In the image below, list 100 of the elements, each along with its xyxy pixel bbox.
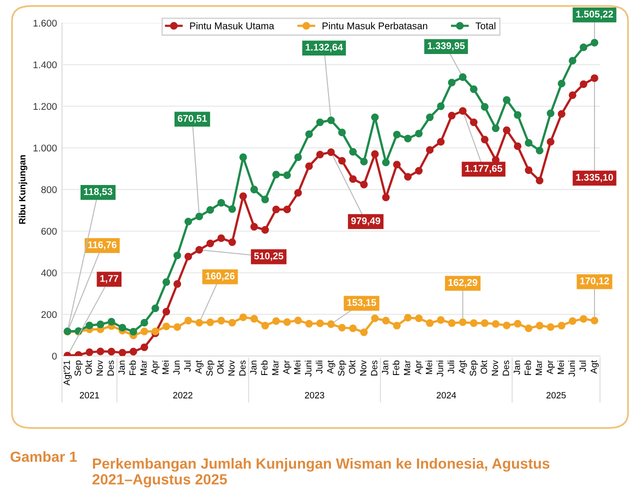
point [316, 320, 324, 328]
point [580, 315, 588, 323]
data-label: 170,12 [580, 277, 609, 286]
y-tick-label: 400 [41, 269, 57, 276]
point [568, 91, 576, 100]
point [458, 107, 467, 115]
point [568, 56, 576, 64]
point [415, 166, 423, 175]
legend-label: Pintu Masuk Utama [190, 22, 274, 30]
point [470, 319, 478, 327]
point [272, 317, 280, 325]
point [480, 319, 489, 327]
point [590, 316, 598, 324]
point [382, 194, 390, 202]
point [382, 316, 390, 324]
point [536, 322, 544, 330]
point [480, 136, 489, 144]
point [338, 156, 346, 165]
x-tick-label: Jul [184, 360, 191, 372]
point [558, 80, 566, 88]
point [327, 148, 335, 156]
x-tick-label: Agt [327, 360, 336, 374]
point [250, 186, 258, 194]
point [217, 234, 226, 242]
point [426, 113, 434, 122]
x-tick-label: Okt [348, 360, 356, 374]
x-tick-label: Mar [536, 360, 542, 375]
point [470, 85, 478, 94]
point [426, 319, 434, 327]
y-tick-label: 600 [41, 228, 57, 235]
x-tick-label: Nov [492, 360, 498, 376]
point [393, 160, 401, 168]
point [206, 206, 214, 214]
data-label: 153,15 [347, 299, 376, 308]
x-tick-label: Mei [557, 360, 564, 374]
point [514, 142, 522, 150]
point [492, 124, 500, 132]
legend-label: Total [476, 22, 496, 30]
point [536, 176, 544, 184]
point [86, 322, 94, 330]
point [305, 320, 313, 328]
point [250, 314, 258, 323]
point [272, 206, 280, 214]
point [108, 318, 116, 326]
point [283, 206, 291, 214]
point [217, 316, 226, 324]
point [371, 113, 379, 122]
point [360, 180, 368, 188]
point [316, 118, 324, 126]
point [470, 118, 478, 126]
point [316, 150, 324, 158]
x-tick-label: Jan [118, 360, 125, 375]
y-tick-label: 200 [41, 311, 57, 318]
point [514, 320, 522, 328]
point [436, 316, 445, 324]
x-tick-label: Apr [151, 360, 160, 374]
point [546, 138, 554, 146]
point [228, 238, 236, 246]
point [305, 130, 313, 138]
text: 2023 [304, 392, 324, 398]
point [195, 318, 204, 326]
x-tick-label: Juni [568, 360, 575, 377]
data-label: 670,51 [178, 114, 207, 124]
x-tick-label: Sep [206, 360, 214, 376]
point [173, 323, 182, 331]
x-tick-label: Nov [360, 360, 366, 376]
point [536, 146, 544, 154]
point [349, 175, 357, 183]
x-tick-label: Jun [173, 360, 180, 375]
point [558, 110, 566, 118]
x-tick-label: Apr [283, 360, 292, 374]
point [184, 316, 192, 324]
point [338, 128, 346, 136]
x-tick-label: Des [502, 360, 510, 376]
x-tick-label: Mar [404, 360, 410, 375]
point [118, 324, 126, 332]
point [546, 323, 554, 331]
data-label: 116,76 [88, 241, 116, 250]
x-tick-label: Jan [514, 360, 520, 375]
x-tick-label: Sep [338, 360, 346, 376]
x-tick-label: Juli [448, 360, 454, 374]
x-tick-label: Sep [74, 360, 83, 376]
point [415, 314, 423, 322]
point [480, 103, 489, 111]
point [436, 102, 445, 110]
data-label: 162,29 [448, 279, 478, 288]
point [590, 74, 598, 82]
data-label: 118,53 [84, 188, 112, 196]
point [502, 96, 510, 104]
point [426, 146, 434, 154]
point [448, 112, 456, 120]
point [184, 252, 192, 260]
point [195, 246, 204, 254]
y-tick-label: 1.200 [34, 102, 57, 110]
x-tick-label: Mei [426, 360, 432, 374]
x-tick-label: Agt [458, 360, 467, 374]
x-tick-label: Sep [470, 360, 478, 376]
point [140, 318, 148, 327]
point [130, 348, 138, 356]
point [239, 153, 247, 162]
